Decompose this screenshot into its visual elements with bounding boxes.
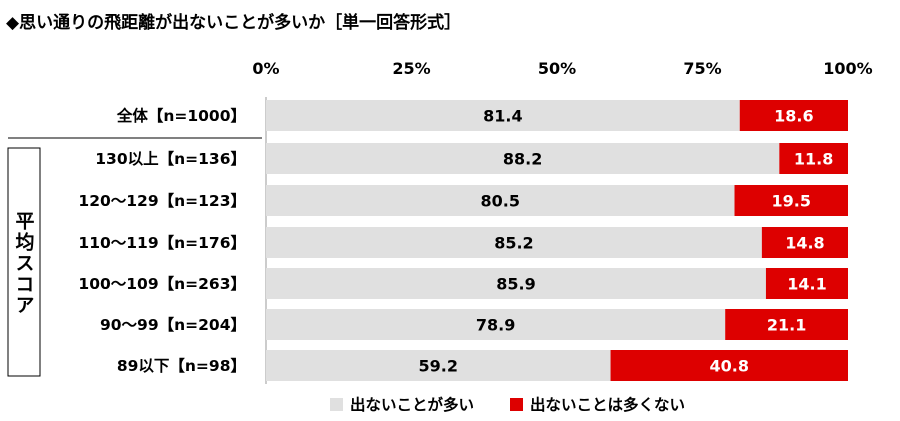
data-label-series-2: 18.6 [774, 107, 813, 126]
bar-segment-series-2 [610, 350, 848, 381]
legend-item-series-1: 出ないことが多い [330, 393, 474, 415]
bar-segment-series-1 [266, 143, 780, 174]
bar-segment-series-2 [761, 227, 848, 258]
legend-item-series-2: 出ないことは多くない [510, 393, 685, 415]
category-label: 120〜129【n=123】 [78, 192, 246, 210]
legend-label-series-1: 出ないことが多い [350, 396, 475, 414]
category-label: 90〜99【n=204】 [100, 316, 246, 334]
data-label-series-2: 14.1 [787, 275, 826, 294]
legend: 出ないことが多い 出ないことは多くない [330, 393, 685, 415]
legend-swatch-series-2 [510, 397, 524, 411]
bar-segment-series-1 [266, 350, 611, 381]
data-label-series-2: 21.1 [767, 316, 806, 335]
bar-segment-series-2 [739, 100, 848, 131]
category-label: 89以下【n=98】 [117, 357, 246, 375]
bar-segment-series-1 [266, 268, 766, 299]
category-label: 100〜109【n=263】 [78, 275, 246, 293]
x-tick-label: 50% [538, 59, 576, 78]
legend-label-series-2: 出ないことは多くない [530, 396, 686, 414]
data-label-series-2: 19.5 [772, 192, 811, 211]
data-label-series-1: 78.9 [476, 316, 515, 335]
bar-segment-series-2 [725, 309, 848, 340]
data-label-series-1: 85.2 [494, 234, 533, 253]
data-label-series-1: 81.4 [483, 107, 522, 126]
bar-segment-series-1 [266, 100, 740, 131]
x-tick-label: 25% [392, 59, 430, 78]
bar-segment-series-2 [765, 268, 848, 299]
data-label-series-2: 11.8 [794, 150, 833, 169]
data-label-series-2: 40.8 [710, 357, 749, 376]
bar-segment-series-1 [266, 185, 735, 216]
category-label: 全体【n=1000】 [116, 106, 246, 125]
x-tick-label: 100% [823, 59, 872, 78]
group-label-text: 平均スコア [12, 210, 35, 316]
category-label: 110〜119【n=176】 [78, 234, 246, 252]
data-label-series-1: 59.2 [419, 357, 458, 376]
group-bracket [7, 147, 41, 377]
x-tick-label: 0% [252, 59, 279, 78]
data-label-series-2: 14.8 [785, 234, 824, 253]
chart-title: ◆思い通りの飛距離が出ないことが多いか［単一回答形式］ [6, 13, 462, 33]
bar-segment-series-1 [266, 309, 726, 340]
x-tick-label: 75% [683, 59, 721, 78]
legend-swatch-series-1 [330, 397, 343, 411]
group-label: 平均スコア [8, 150, 40, 376]
data-label-series-1: 88.2 [503, 150, 542, 169]
bar-segment-series-2 [734, 185, 848, 216]
bar-segment-series-2 [779, 143, 848, 174]
bar-segment-series-1 [266, 227, 762, 258]
category-label: 130以上【n=136】 [95, 150, 246, 168]
data-label-series-1: 80.5 [481, 192, 520, 211]
data-label-series-1: 85.9 [496, 275, 535, 294]
